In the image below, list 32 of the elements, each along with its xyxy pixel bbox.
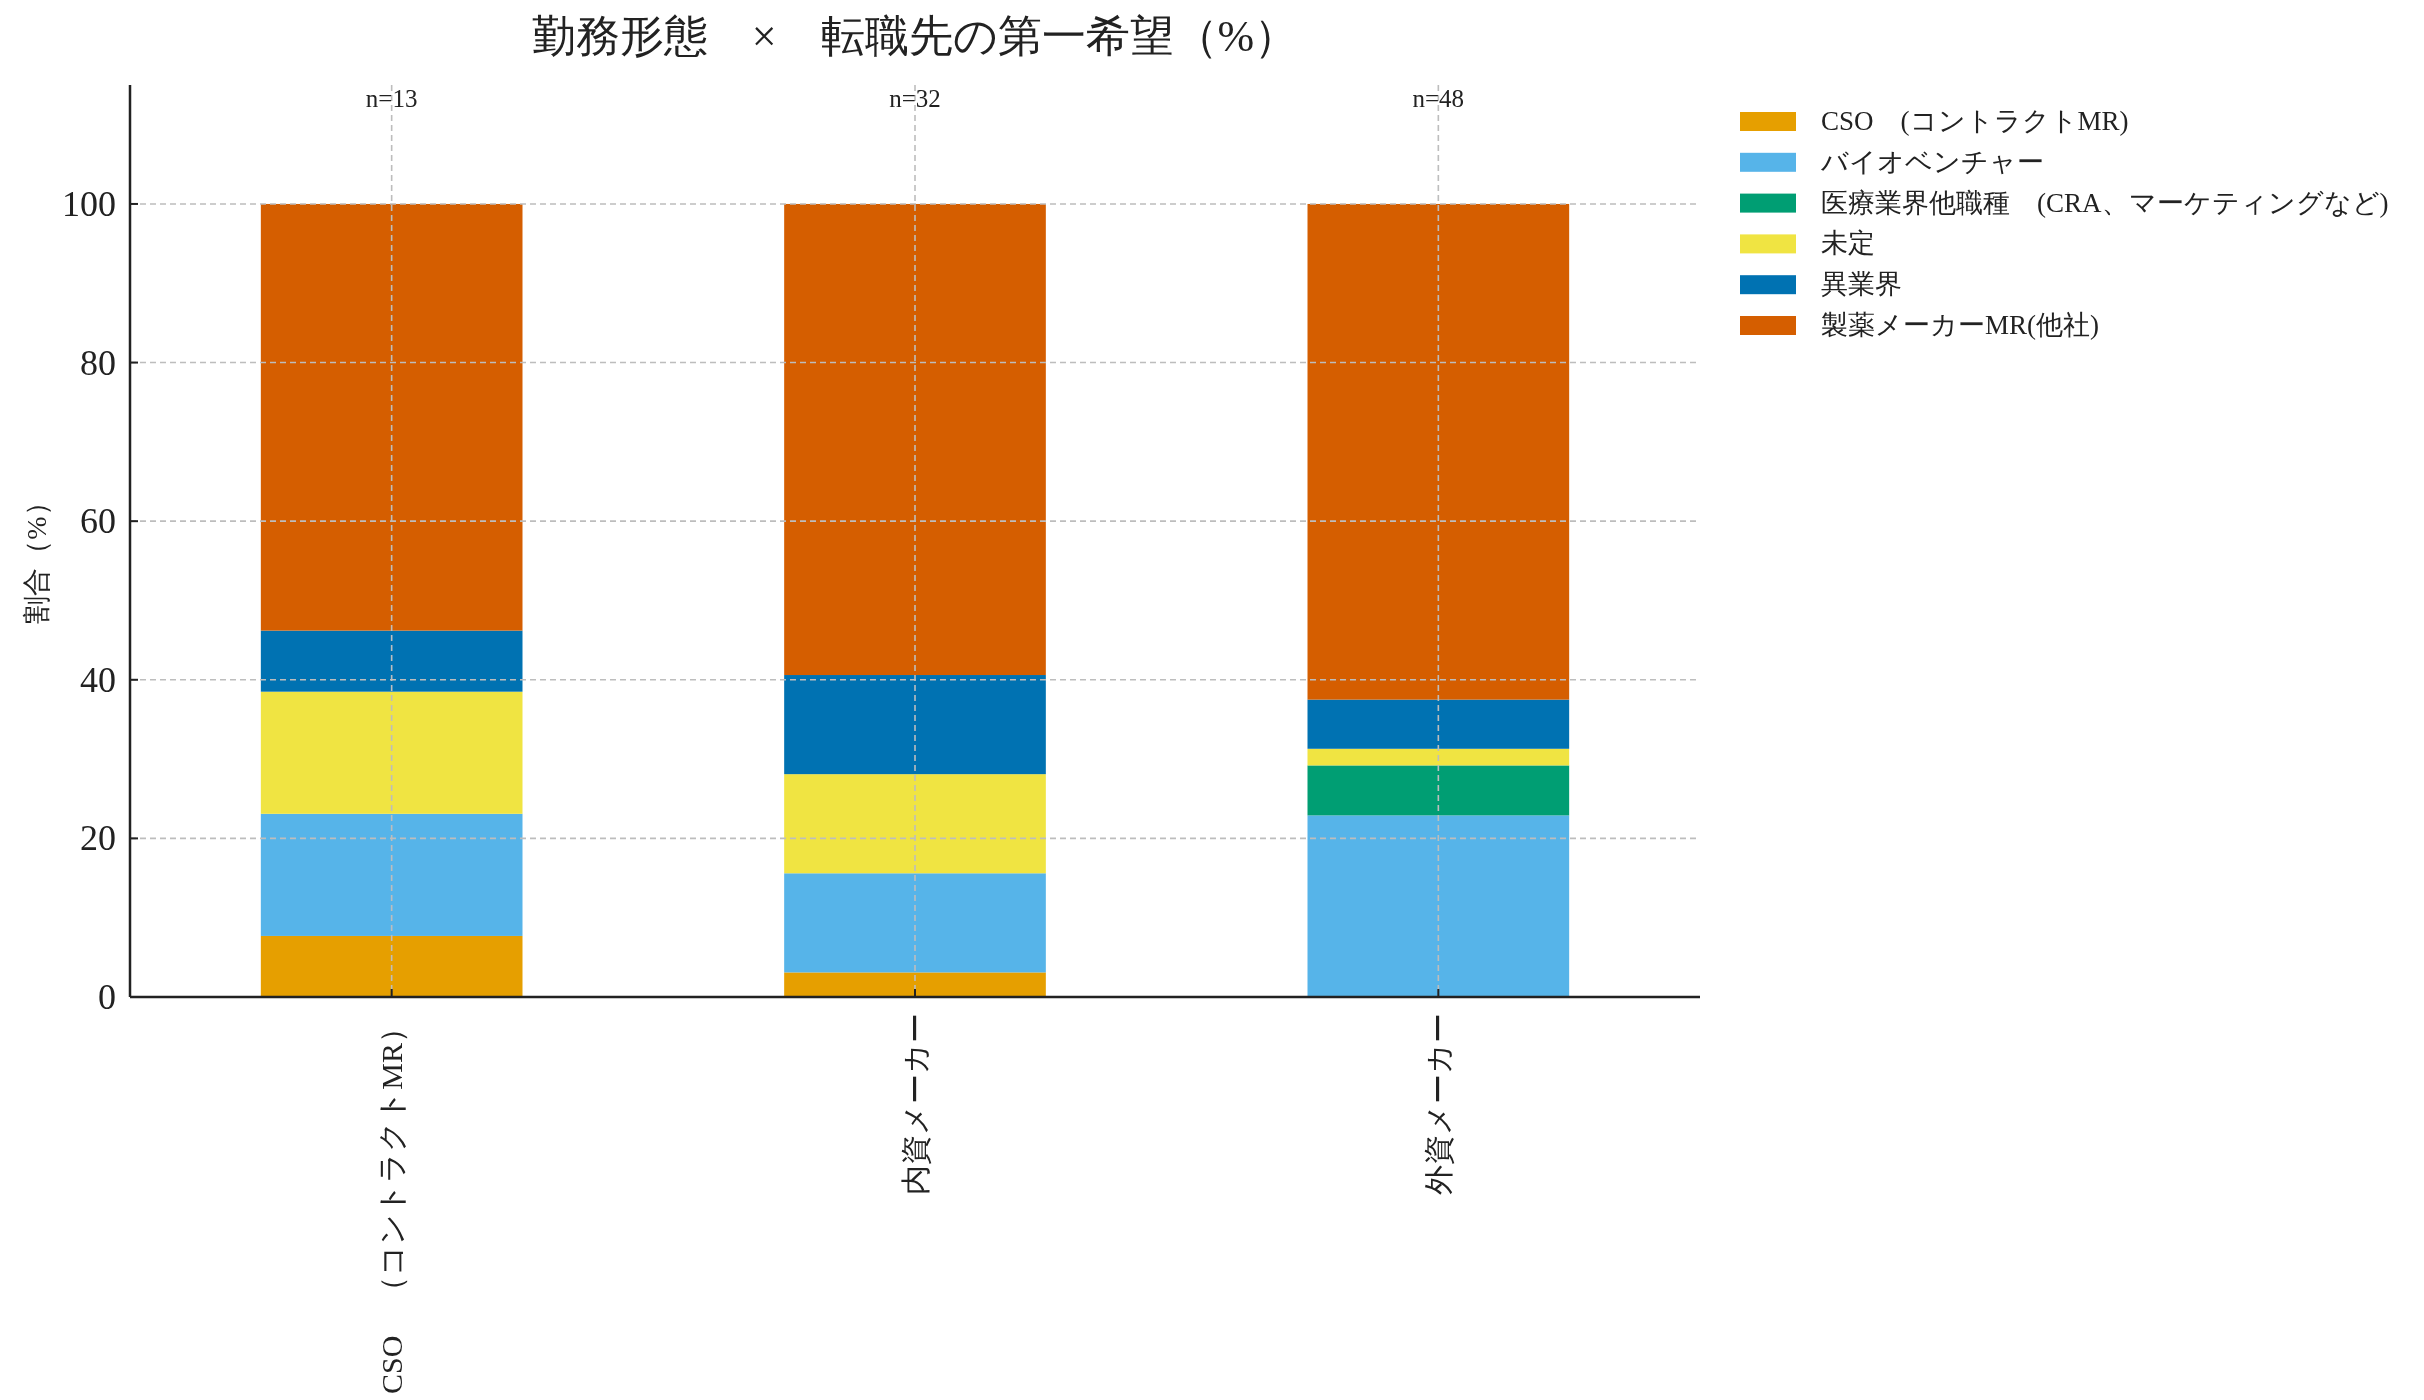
x-tick-label: 内資メーカー: [898, 1013, 932, 1195]
legend-label: バイオベンチャー: [1820, 146, 2044, 177]
bar: [260, 630, 523, 692]
y-tick-label: 100: [62, 183, 116, 224]
annotation: n=32: [889, 84, 941, 112]
annotation: n=13: [365, 84, 418, 112]
y-tick-label: 0: [98, 977, 116, 1017]
legend-label: 未定: [1821, 228, 1875, 259]
bar: [784, 774, 1046, 874]
legend-label: 製薬メーカーMR(他社): [1821, 310, 2099, 340]
chart-title: 勤務形態 × 転職先の第一希望（%）: [531, 11, 1299, 61]
legend-label: 異業界: [1821, 269, 1902, 300]
bar: [260, 935, 523, 997]
bar: [784, 203, 1046, 676]
y-tick-label: 60: [80, 501, 116, 542]
legend-label: CSO (コントラクトMR): [1821, 106, 2129, 136]
bar: [1307, 699, 1570, 749]
bar: [784, 675, 1046, 775]
bar: [784, 972, 1046, 997]
annotation: n=48: [1412, 84, 1465, 112]
y-tick-label: 40: [80, 659, 116, 700]
bar: [260, 203, 523, 631]
y-tick-label: 80: [80, 342, 116, 383]
y-axis-title: 割合（%）: [20, 488, 52, 624]
x-tick-label: CSO （コントラクトMR）: [375, 1013, 409, 1395]
y-tick-label: 20: [80, 818, 116, 859]
bar: [784, 873, 1046, 973]
bar: [260, 691, 523, 814]
bar: [1307, 203, 1570, 700]
legend-label: 医療業界他職種 (CRA、マーケティングなど): [1821, 187, 2389, 218]
x-tick-label: 外資メーカー: [1421, 1013, 1455, 1195]
bar: [260, 813, 523, 936]
